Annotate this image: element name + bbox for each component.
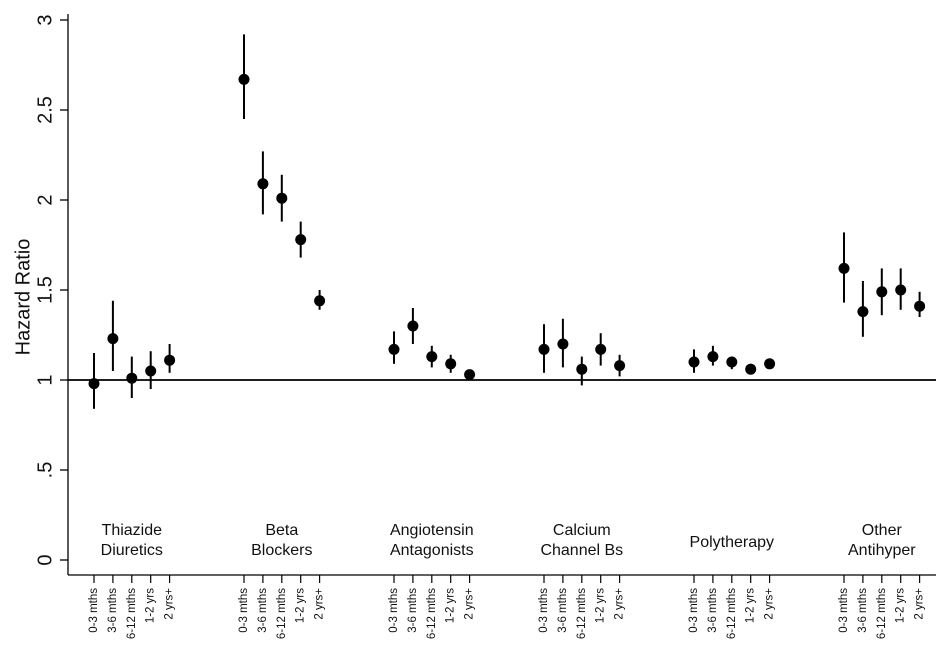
point <box>88 378 100 390</box>
point <box>595 343 607 355</box>
x-tick-label: 2 yrs+ <box>164 588 176 620</box>
point <box>145 365 157 377</box>
point <box>407 320 419 332</box>
x-tick-label: 1-2 yrs <box>295 588 307 623</box>
group-label: Diuretics <box>101 542 163 559</box>
point <box>257 178 269 190</box>
x-tick-label: 1-2 yrs <box>595 588 607 623</box>
x-tick-label: 6-12 mths <box>576 588 588 639</box>
point <box>445 358 457 370</box>
y-tick-label: 1.5 <box>34 276 56 304</box>
y-tick-label: .5 <box>34 462 56 479</box>
point <box>726 356 738 368</box>
point <box>107 333 119 345</box>
x-tick-label: 0-3 mths <box>838 588 850 633</box>
y-tick-label: 3 <box>34 14 56 25</box>
point <box>707 351 719 363</box>
point <box>426 351 438 363</box>
x-tick-label: 6-12 mths <box>726 588 738 639</box>
x-tick-label: 2 yrs+ <box>614 588 626 620</box>
point <box>388 343 400 355</box>
point <box>576 363 588 375</box>
point <box>838 262 850 274</box>
x-tick-label: 6-12 mths <box>126 588 138 639</box>
x-tick-label: 0-3 mths <box>538 588 550 633</box>
y-tick-label: 2.5 <box>34 96 56 124</box>
group-label: Angiotensin <box>390 522 474 539</box>
x-tick-label: 2 yrs+ <box>314 588 326 620</box>
point <box>764 358 776 370</box>
x-tick-label: 1-2 yrs <box>445 588 457 623</box>
point <box>688 356 700 368</box>
point <box>857 306 869 318</box>
point <box>126 372 138 384</box>
x-tick-label: 3-6 mths <box>857 588 869 633</box>
group-label: Channel Bs <box>540 542 623 559</box>
point <box>614 360 626 372</box>
point <box>557 338 569 350</box>
point <box>464 369 476 381</box>
point <box>745 363 757 375</box>
x-tick-label: 1-2 yrs <box>145 588 157 623</box>
x-tick-label: 6-12 mths <box>876 588 888 639</box>
x-tick-label: 3-6 mths <box>107 588 119 633</box>
x-tick-label: 0-3 mths <box>688 588 700 633</box>
x-tick-label: 0-3 mths <box>388 588 400 633</box>
point <box>314 295 326 307</box>
x-tick-label: 0-3 mths <box>238 588 250 633</box>
group-label: Antagonists <box>390 542 474 559</box>
group-label: Blockers <box>251 542 312 559</box>
x-tick-label: 6-12 mths <box>276 588 288 639</box>
group-label: Other <box>862 522 903 539</box>
x-tick-label: 2 yrs+ <box>764 588 776 620</box>
x-tick-label: 1-2 yrs <box>895 588 907 623</box>
y-tick-label: 0 <box>34 554 56 565</box>
x-tick-label: 2 yrs+ <box>464 588 476 620</box>
x-tick-label: 3-6 mths <box>407 588 419 633</box>
point <box>295 234 307 246</box>
group-label: Calcium <box>553 522 611 539</box>
point <box>538 343 550 355</box>
point <box>876 286 888 298</box>
y-tick-label: 1 <box>34 374 56 385</box>
group-label: Beta <box>265 522 298 539</box>
group-label: Thiazide <box>102 522 163 539</box>
x-tick-label: 3-6 mths <box>707 588 719 633</box>
group-label: Antihyper <box>848 542 916 559</box>
x-tick-label: 3-6 mths <box>257 588 269 633</box>
point <box>238 73 250 85</box>
point <box>276 192 288 204</box>
point <box>914 300 926 312</box>
point <box>164 354 176 366</box>
x-tick-label: 3-6 mths <box>557 588 569 633</box>
y-axis-label: Hazard Ratio <box>12 239 34 356</box>
x-tick-label: 6-12 mths <box>426 588 438 639</box>
point <box>895 284 907 296</box>
group-label: Polytherapy <box>690 534 775 551</box>
x-tick-label: 0-3 mths <box>88 588 100 633</box>
y-tick-label: 2 <box>34 194 56 205</box>
x-tick-label: 1-2 yrs <box>745 588 757 623</box>
x-tick-label: 2 yrs+ <box>914 588 926 620</box>
